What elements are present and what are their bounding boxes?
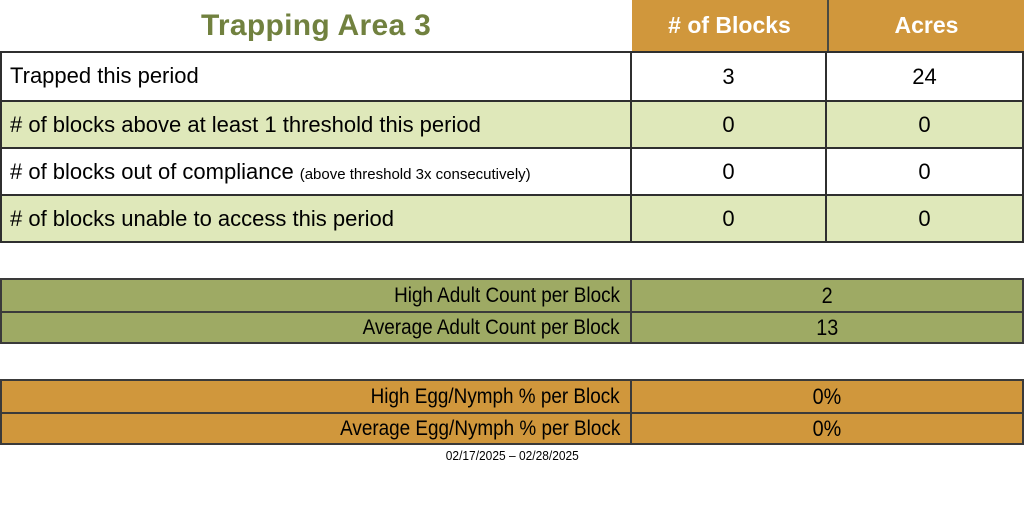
table-row-average-egg-nymph: Average Egg/Nymph % per Block 0%	[2, 412, 1022, 443]
acres-value: 24	[825, 53, 1022, 100]
row-value-text: 0%	[812, 383, 842, 409]
row-label: Trapped this period	[2, 53, 630, 100]
table-row-out-of-compliance: # of blocks out of compliance (above thr…	[2, 147, 1022, 194]
row-value-text: 13	[815, 314, 839, 340]
row-value: 0%	[630, 381, 1022, 412]
summary-table: Trapped this period 3 24 # of blocks abo…	[0, 51, 1024, 243]
row-label: High Egg/Nymph % per Block	[2, 381, 630, 412]
title-cell: Trapping Area 3	[0, 0, 632, 51]
date-range: 02/17/2025 – 02/28/2025	[445, 448, 579, 463]
row-label-note: (above threshold 3x consecutively)	[299, 166, 531, 183]
acres-value: 0	[825, 149, 1022, 194]
row-label: Average Egg/Nymph % per Block	[2, 414, 630, 443]
date-range-row: 02/17/2025 – 02/28/2025	[0, 447, 1024, 465]
row-value-text: 0%	[812, 415, 842, 441]
table-row-trapped: Trapped this period 3 24	[2, 53, 1022, 100]
row-label-text: Trapped this period	[10, 63, 199, 88]
table-row-average-adult-count: Average Adult Count per Block 13	[2, 311, 1022, 342]
row-label: Average Adult Count per Block	[2, 313, 630, 342]
report-header: Trapping Area 3 # of Blocks Acres	[0, 0, 1024, 51]
row-label-text: Average Adult Count per Block	[362, 315, 620, 339]
row-label: # of blocks above at least 1 threshold t…	[2, 102, 630, 147]
acres-value: 0	[825, 196, 1022, 241]
column-header-blocks: # of Blocks	[632, 0, 827, 51]
blocks-value: 0	[630, 149, 825, 194]
table-row-high-egg-nymph: High Egg/Nymph % per Block 0%	[2, 381, 1022, 412]
row-label: # of blocks unable to access this period	[2, 196, 630, 241]
table-row-unable-to-access: # of blocks unable to access this period…	[2, 194, 1022, 241]
row-value: 2	[630, 280, 1022, 311]
row-label-text: High Egg/Nymph % per Block	[371, 384, 620, 408]
blocks-value: 0	[630, 196, 825, 241]
row-label: # of blocks out of compliance (above thr…	[2, 149, 630, 194]
blocks-value: 0	[630, 102, 825, 147]
blocks-value: 3	[630, 53, 825, 100]
row-label: High Adult Count per Block	[2, 280, 630, 311]
row-label-text: Average Egg/Nymph % per Block	[339, 416, 620, 440]
table-row-above-threshold: # of blocks above at least 1 threshold t…	[2, 100, 1022, 147]
row-label-text: # of blocks above at least 1 threshold t…	[10, 112, 481, 137]
page-title: Trapping Area 3	[200, 8, 432, 42]
table-row-high-adult-count: High Adult Count per Block 2	[2, 280, 1022, 311]
column-header-acres: Acres	[827, 0, 1024, 51]
row-label-text: High Adult Count per Block	[394, 283, 620, 307]
row-value: 13	[630, 313, 1022, 342]
adult-count-table: High Adult Count per Block 2 Average Adu…	[0, 278, 1024, 344]
row-label-text: # of blocks out of compliance	[10, 159, 294, 184]
row-value-text: 2	[821, 282, 833, 308]
row-value: 0%	[630, 414, 1022, 443]
acres-value: 0	[825, 102, 1022, 147]
egg-nymph-table: High Egg/Nymph % per Block 0% Average Eg…	[0, 379, 1024, 445]
row-label-text: # of blocks unable to access this period	[10, 206, 395, 231]
